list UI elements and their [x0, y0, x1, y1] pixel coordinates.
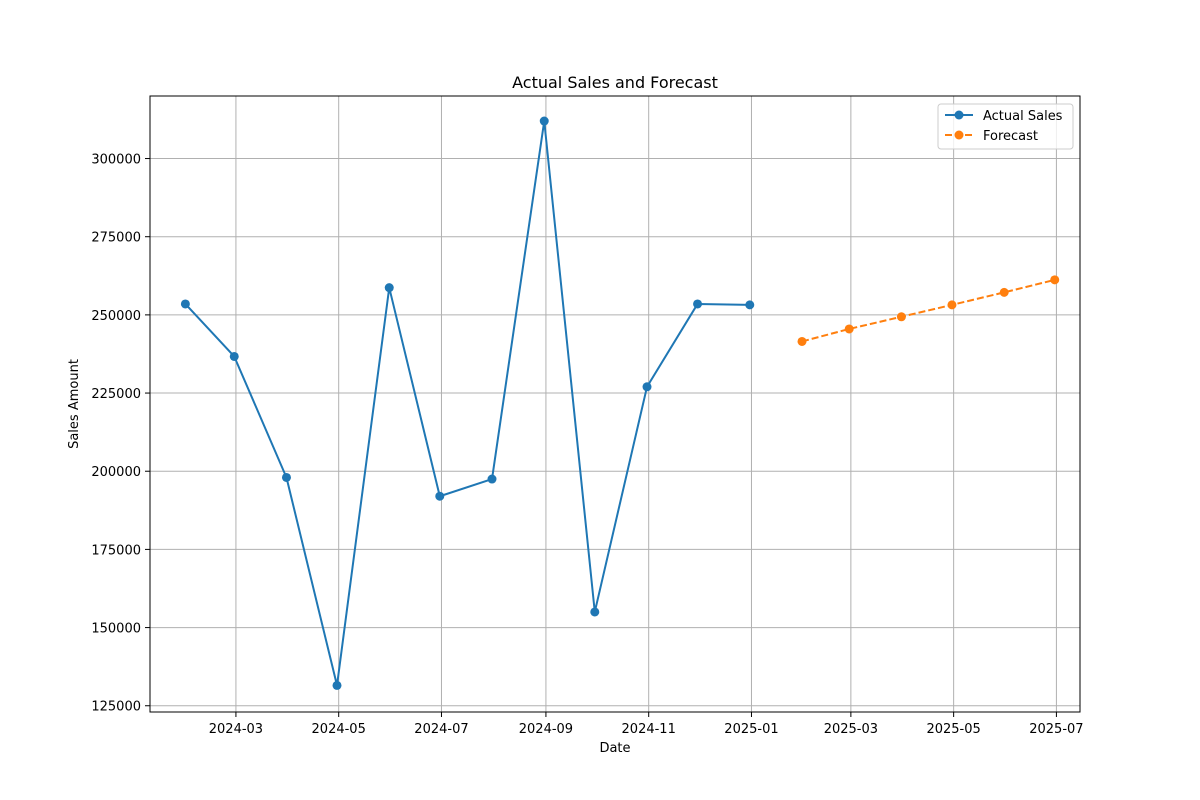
- legend-item-actual-sales: Actual Sales: [945, 109, 1063, 124]
- data-point-actual-sales: [281, 472, 291, 482]
- data-point-forecast: [844, 324, 854, 334]
- y-tick-label: 150000: [91, 622, 141, 637]
- y-tick-label: 300000: [91, 153, 141, 168]
- data-point-forecast: [797, 336, 807, 346]
- axes-frame: [149, 95, 1081, 713]
- data-point-actual-sales: [642, 382, 652, 392]
- data-point-actual-sales: [180, 299, 190, 309]
- x-tick-label: 2025-03: [824, 722, 878, 737]
- series-line-forecast: [801, 278, 1055, 343]
- data-point-actual-sales: [384, 283, 394, 293]
- y-tick-label: 200000: [91, 465, 141, 480]
- series-forecast: [797, 275, 1060, 346]
- data-point-actual-sales: [332, 680, 342, 690]
- chart-title: Actual Sales and Forecast: [512, 73, 718, 92]
- data-point-forecast: [947, 300, 957, 310]
- data-point-actual-sales: [487, 474, 497, 484]
- data-point-forecast: [1050, 275, 1060, 285]
- data-point-actual-sales: [590, 607, 600, 617]
- x-tick-label: 2024-05: [312, 722, 366, 737]
- y-tick-label: 250000: [91, 309, 141, 324]
- legend-label-forecast: Forecast: [983, 129, 1038, 144]
- data-point-actual-sales: [693, 299, 703, 309]
- x-tick-label: 2025-07: [1029, 722, 1083, 737]
- data-point-actual-sales: [539, 116, 549, 126]
- series-line-actual-sales: [184, 120, 750, 687]
- x-tick-label: 2024-07: [414, 722, 468, 737]
- x-tick-label: 2025-01: [724, 722, 778, 737]
- legend-marker-forecast: [954, 130, 964, 140]
- data-point-actual-sales: [435, 491, 445, 501]
- legend: Actual Sales Forecast: [937, 103, 1074, 150]
- legend-marker-actual-sales: [954, 110, 964, 120]
- x-tick-label: 2024-11: [622, 722, 676, 737]
- x-tick-label: 2024-03: [209, 722, 263, 737]
- series-layer: [180, 116, 1060, 690]
- data-point-forecast: [999, 287, 1009, 297]
- data-point-actual-sales: [745, 300, 755, 310]
- data-point-actual-sales: [229, 351, 239, 361]
- x-tick-label: 2025-05: [926, 722, 980, 737]
- x-axis-label: Date: [599, 741, 630, 756]
- ticks: 2024-03 2024-05 2024-07 2024-09 2024-11 2025-…: [91, 153, 1083, 737]
- legend-label-actual-sales: Actual Sales: [983, 109, 1063, 124]
- y-tick-label: 275000: [91, 231, 141, 246]
- x-tick-label: 2024-09: [519, 722, 573, 737]
- data-point-forecast: [896, 312, 906, 322]
- series-actual-sales: [180, 116, 755, 690]
- y-tick-label: 225000: [91, 387, 141, 402]
- y-axis-label: Sales Amount: [67, 359, 82, 449]
- y-tick-label: 125000: [91, 700, 141, 715]
- legend-item-forecast: Forecast: [945, 129, 1038, 144]
- y-tick-label: 175000: [91, 543, 141, 558]
- grid: [150, 96, 1080, 712]
